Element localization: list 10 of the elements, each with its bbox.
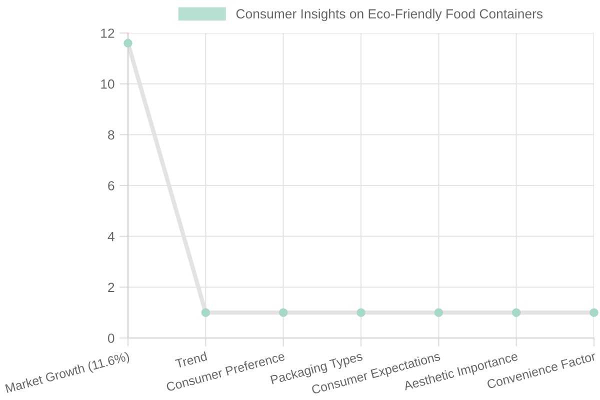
x-tick-label: Trend bbox=[174, 351, 208, 368]
y-tick-label: 0 bbox=[108, 334, 114, 343]
y-tick-label: 4 bbox=[108, 232, 114, 242]
y-tick-label: 12 bbox=[101, 28, 114, 38]
y-tick-label: 6 bbox=[108, 181, 114, 190]
legend-label: Consumer Insights on Eco-Friendly Food Containers bbox=[236, 8, 543, 22]
y-tick-label: 8 bbox=[108, 130, 114, 140]
x-tick-label: Market Growth (11.6%) bbox=[5, 351, 130, 396]
y-tick-label: 2 bbox=[108, 282, 114, 292]
y-tick-label: 10 bbox=[101, 79, 114, 89]
